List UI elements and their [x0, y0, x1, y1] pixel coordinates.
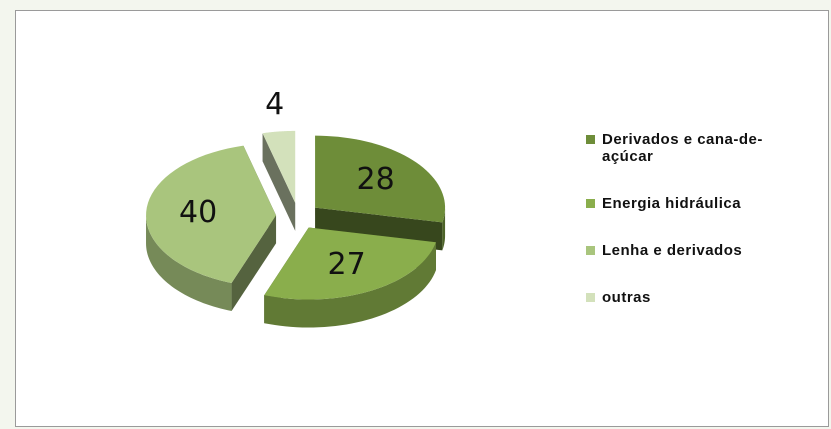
slice-tops	[146, 130, 446, 300]
data-label: 27	[328, 247, 366, 282]
legend-item: Lenha e derivados	[586, 242, 796, 259]
slice	[315, 135, 446, 223]
chart: 28 27 40 4	[146, 87, 446, 328]
legend-label: Lenha e derivados	[602, 242, 743, 259]
legend-label: Derivados e cana-de-açúcar	[602, 131, 763, 165]
legend-item: Energia hidráulica	[586, 195, 796, 212]
slice-side	[442, 207, 446, 251]
slice	[146, 145, 277, 284]
legend-swatch	[586, 246, 595, 255]
legend-swatch	[586, 199, 595, 208]
data-label: 4	[265, 87, 284, 122]
slice-wall	[231, 215, 277, 312]
legend-swatch	[586, 293, 595, 302]
chart-panel: 28 27 40 4 Derivados e cana-de-açúcar Energi…	[15, 10, 829, 427]
legend-label: outras	[602, 289, 651, 306]
legend-item: outras	[586, 289, 796, 306]
slice-wall	[262, 133, 296, 231]
legend-swatch	[586, 135, 595, 144]
slice	[264, 227, 436, 300]
legend: Derivados e cana-de-açúcar Energia hidráu…	[586, 131, 796, 336]
legend-item: Derivados e cana-de-açúcar	[586, 131, 796, 165]
data-label: 28	[357, 162, 395, 197]
slice-side	[146, 215, 232, 312]
slice	[262, 130, 296, 203]
data-label: 40	[179, 195, 217, 230]
slice-side	[264, 242, 436, 328]
legend-label: Energia hidráulica	[602, 195, 742, 212]
